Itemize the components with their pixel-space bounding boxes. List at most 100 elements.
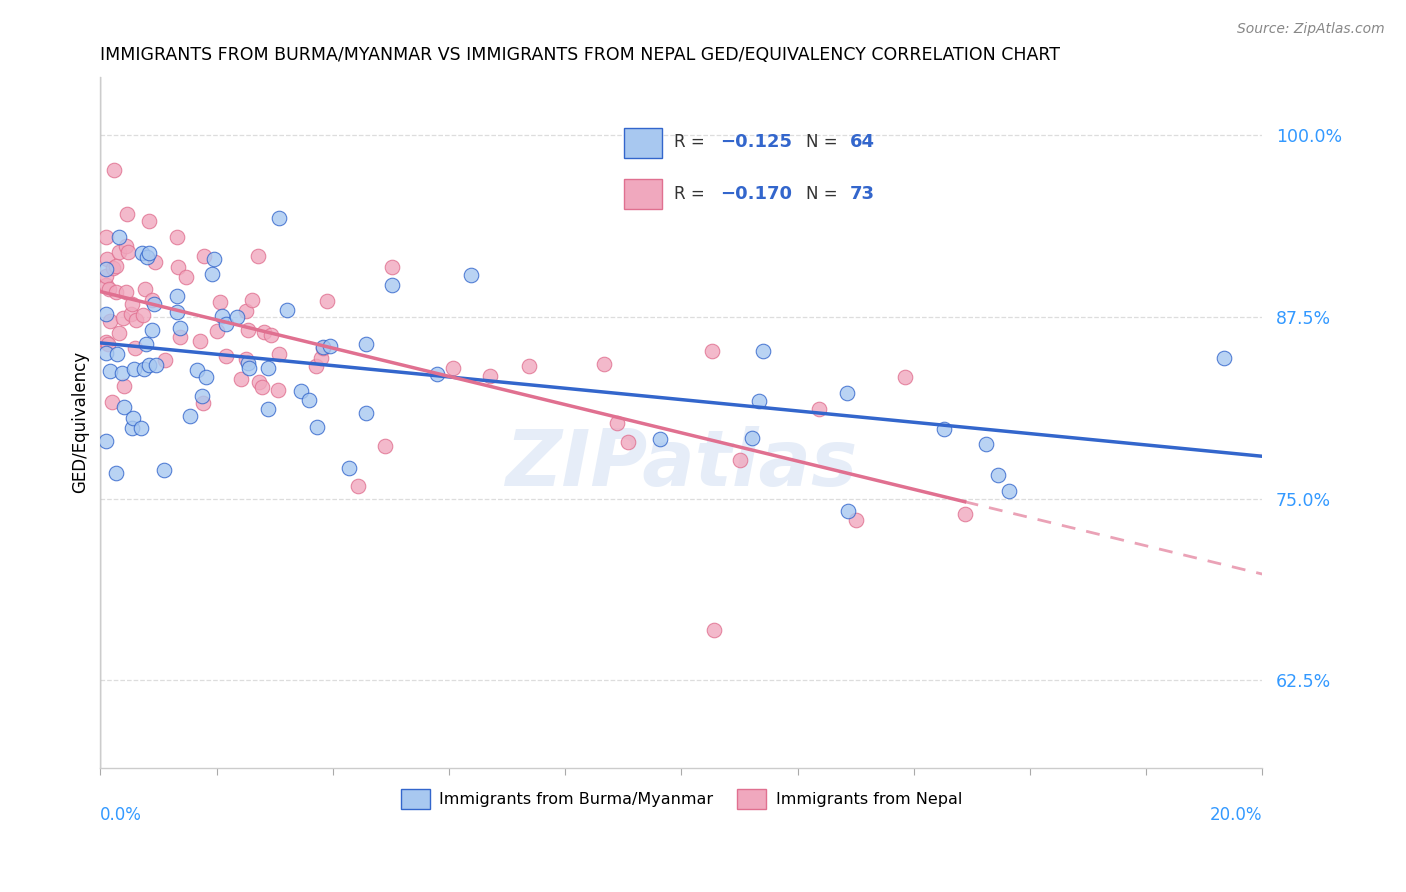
Point	[96, 335, 118, 350]
Text: ZIPatlas: ZIPatlas	[505, 425, 858, 501]
Point	[215, 317, 238, 331]
Point	[96, 307, 118, 321]
Point	[138, 214, 160, 228]
Point	[111, 310, 134, 325]
Point	[269, 211, 291, 226]
Point	[441, 360, 464, 375]
Point	[703, 624, 725, 638]
Point	[606, 416, 628, 430]
Point	[235, 351, 257, 366]
Point	[112, 400, 135, 414]
Point	[267, 383, 290, 397]
Point	[269, 346, 291, 360]
Point	[312, 341, 335, 355]
Point	[188, 334, 211, 349]
Point	[374, 439, 396, 453]
Point	[260, 328, 283, 343]
Point	[114, 239, 136, 253]
Point	[138, 246, 160, 260]
Point	[166, 230, 188, 244]
Point	[209, 295, 232, 310]
Point	[808, 402, 831, 417]
Point	[96, 278, 118, 293]
Point	[236, 323, 259, 337]
Point	[107, 326, 129, 341]
Point	[356, 337, 378, 351]
Point	[132, 308, 155, 322]
Point	[112, 379, 135, 393]
Point	[107, 229, 129, 244]
Point	[309, 351, 332, 365]
Point	[211, 309, 233, 323]
Point	[111, 367, 134, 381]
Point	[337, 461, 360, 475]
Point	[153, 462, 176, 476]
Point	[380, 260, 402, 274]
Point	[276, 303, 298, 318]
Point	[120, 307, 142, 321]
Point	[121, 411, 143, 425]
Point	[167, 260, 190, 274]
Text: 0.0%: 0.0%	[100, 805, 142, 823]
Text: IMMIGRANTS FROM BURMA/MYANMAR VS IMMIGRANTS FROM NEPAL GED/EQUIVALENCY CORRELATI: IMMIGRANTS FROM BURMA/MYANMAR VS IMMIGRA…	[100, 46, 1060, 64]
Text: 20.0%: 20.0%	[1211, 805, 1263, 823]
Point	[129, 420, 152, 434]
Point	[226, 310, 249, 324]
Point	[305, 359, 328, 373]
Point	[131, 245, 153, 260]
Text: Source: ZipAtlas.com: Source: ZipAtlas.com	[1237, 22, 1385, 37]
Point	[519, 359, 541, 373]
Point	[356, 406, 378, 420]
Point	[115, 207, 138, 221]
Point	[728, 452, 751, 467]
Point	[96, 346, 118, 360]
Point	[229, 372, 252, 386]
Point	[100, 313, 122, 327]
Point	[194, 370, 217, 384]
Point	[115, 285, 138, 299]
Point	[96, 269, 118, 284]
Point	[121, 420, 143, 434]
Point	[617, 434, 640, 449]
Point	[298, 393, 321, 408]
Point	[143, 297, 166, 311]
Point	[238, 360, 260, 375]
Point	[702, 344, 724, 359]
Point	[257, 361, 280, 376]
Point	[169, 330, 191, 344]
Point	[312, 339, 335, 353]
Point	[998, 483, 1021, 498]
Point	[174, 269, 197, 284]
Point	[121, 296, 143, 310]
Point	[108, 245, 131, 260]
Point	[741, 431, 763, 445]
Point	[987, 468, 1010, 483]
Point	[426, 367, 449, 381]
Point	[190, 389, 212, 403]
Point	[381, 278, 404, 293]
Point	[200, 267, 222, 281]
Point	[179, 409, 201, 424]
Point	[256, 401, 278, 416]
Point	[974, 437, 997, 451]
Point	[143, 254, 166, 268]
Point	[96, 261, 118, 276]
Point	[103, 163, 125, 178]
Point	[134, 362, 156, 376]
Point	[837, 504, 859, 518]
Point	[166, 289, 188, 303]
Point	[307, 420, 329, 434]
Point	[240, 293, 263, 308]
Point	[648, 432, 671, 446]
Point	[191, 395, 214, 409]
Point	[186, 362, 208, 376]
Point	[98, 364, 121, 378]
Point	[101, 394, 124, 409]
Point	[205, 324, 228, 338]
Point	[105, 260, 128, 274]
Point	[316, 293, 339, 308]
Point	[169, 320, 191, 334]
Point	[122, 362, 145, 376]
Point	[193, 249, 215, 263]
Point	[235, 303, 257, 318]
